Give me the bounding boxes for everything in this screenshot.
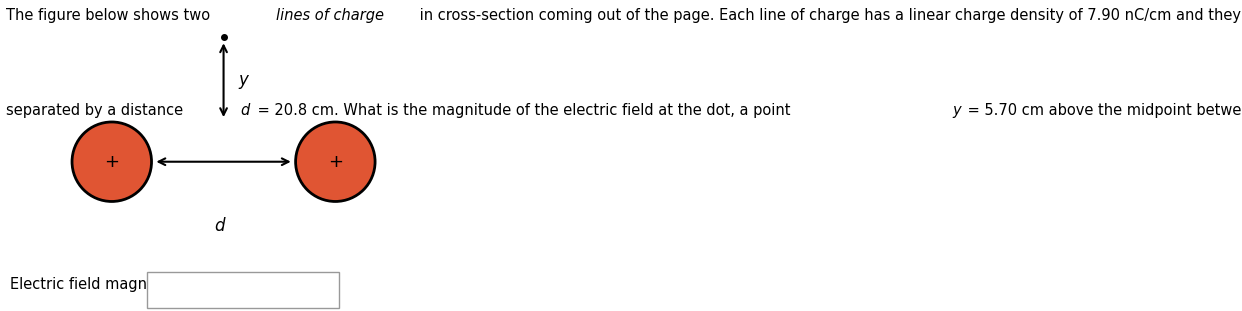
Text: d: d bbox=[215, 217, 225, 235]
Text: Electric field magnitude:: Electric field magnitude: bbox=[10, 277, 190, 292]
Text: lines of charge: lines of charge bbox=[276, 8, 384, 23]
Text: = 20.8 cm. What is the magnitude of the electric field at the dot, a point: = 20.8 cm. What is the magnitude of the … bbox=[252, 103, 795, 118]
Text: separated by a distance: separated by a distance bbox=[6, 103, 188, 118]
Text: y: y bbox=[953, 103, 961, 118]
FancyBboxPatch shape bbox=[147, 272, 339, 308]
Text: $+$: $+$ bbox=[104, 153, 119, 171]
Text: The figure below shows two: The figure below shows two bbox=[6, 8, 215, 23]
Text: d: d bbox=[241, 103, 250, 118]
Text: in cross-section coming out of the page. Each line of charge has a linear charge: in cross-section coming out of the page.… bbox=[415, 8, 1242, 23]
Text: $+$: $+$ bbox=[328, 153, 343, 171]
Ellipse shape bbox=[296, 122, 375, 202]
Text: = 5.70 cm above the midpoint between the lines?: = 5.70 cm above the midpoint between the… bbox=[964, 103, 1242, 118]
Ellipse shape bbox=[72, 122, 152, 202]
Text: y: y bbox=[238, 71, 248, 89]
